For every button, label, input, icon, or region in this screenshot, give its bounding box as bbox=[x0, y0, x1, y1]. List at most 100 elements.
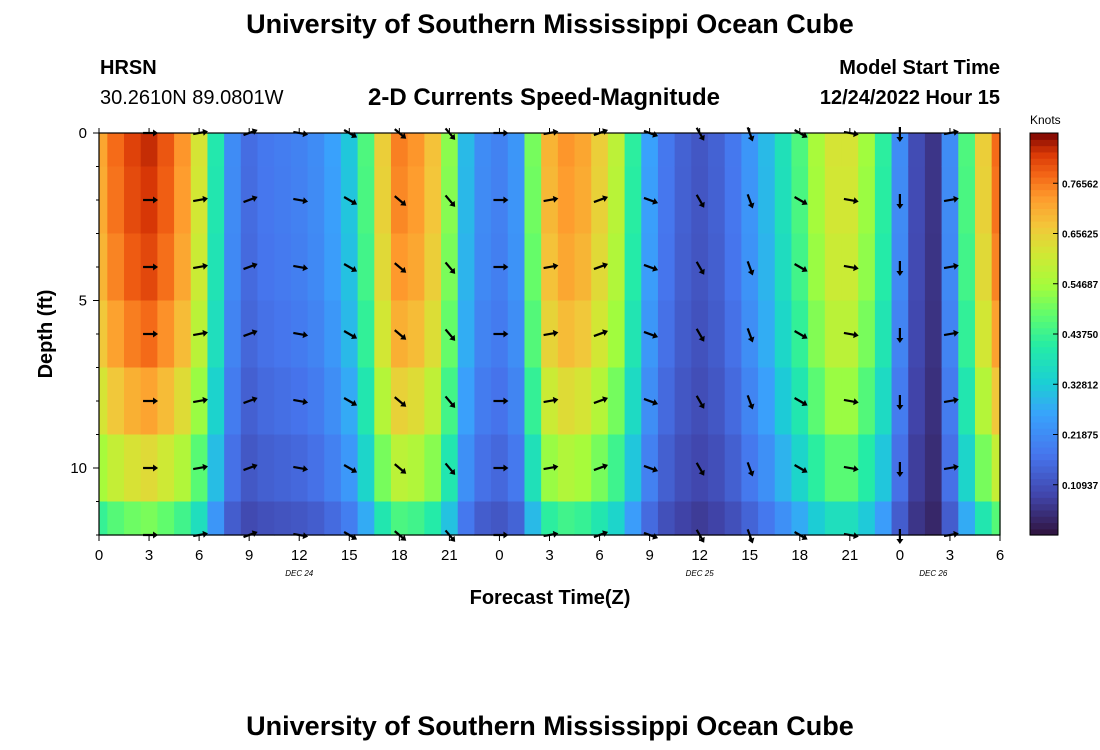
current-vector bbox=[896, 328, 904, 343]
x-tick-label: 15 bbox=[741, 547, 758, 564]
heatmap-cell bbox=[924, 367, 943, 436]
colorbar-segment bbox=[1030, 271, 1058, 279]
current-vector bbox=[843, 398, 859, 406]
current-vector bbox=[943, 329, 959, 337]
heatmap-cell bbox=[908, 367, 926, 436]
heatmap-cell bbox=[274, 501, 292, 536]
heatmap-cell bbox=[908, 434, 926, 503]
heatmap-cell bbox=[124, 233, 142, 302]
footer-title: University of Southern Mississippi Ocean… bbox=[246, 711, 854, 741]
heatmap-cell bbox=[107, 233, 125, 302]
heatmap-cell bbox=[107, 133, 125, 168]
axes: 0 3 6 9 12 15 18 21 0 3 6 9 12 15 18 21 0 3 6 DEC 24 DEC 25 D… bbox=[70, 125, 1004, 578]
heatmap-cell bbox=[541, 133, 559, 168]
heatmap-cell bbox=[708, 233, 726, 302]
heatmap-cell bbox=[374, 501, 392, 536]
heatmap-cell bbox=[207, 233, 225, 302]
current-vector bbox=[593, 463, 609, 472]
heatmap-cell bbox=[474, 300, 492, 369]
current-vector bbox=[943, 396, 959, 404]
heatmap-cell bbox=[507, 367, 526, 436]
x-tick-label: 21 bbox=[841, 547, 858, 564]
current-vector bbox=[896, 395, 904, 410]
x-tick-label: 21 bbox=[441, 547, 458, 564]
heatmap-cell bbox=[524, 133, 542, 168]
page-title: University of Southern Mississippi Ocean… bbox=[246, 9, 854, 39]
colorbar-segment bbox=[1030, 208, 1058, 216]
heatmap-cell bbox=[457, 166, 476, 235]
heatmap-cell bbox=[257, 300, 275, 369]
heatmap-cell bbox=[758, 434, 776, 503]
heatmap-cell bbox=[107, 501, 125, 536]
heatmap-cell bbox=[557, 233, 576, 302]
current-vector bbox=[193, 396, 208, 404]
x-tick-label: 3 bbox=[145, 547, 153, 564]
heatmap-cell bbox=[224, 133, 242, 168]
heatmap-cell bbox=[274, 367, 292, 436]
colorbar-segment bbox=[1030, 277, 1058, 285]
current-vector bbox=[493, 330, 509, 338]
current-vector bbox=[444, 328, 456, 341]
heatmap-cell bbox=[99, 133, 108, 168]
heatmap-cell bbox=[607, 166, 626, 235]
heatmap-cell bbox=[574, 300, 592, 369]
heatmap-cell bbox=[641, 133, 659, 168]
heatmap-cell bbox=[307, 233, 325, 302]
heatmap-cell bbox=[324, 166, 342, 235]
heatmap-cell bbox=[958, 133, 976, 168]
current-vector bbox=[695, 395, 705, 409]
current-vector bbox=[243, 262, 258, 271]
heatmap-cell bbox=[507, 434, 526, 503]
heatmap-cell bbox=[891, 501, 909, 536]
current-vector bbox=[794, 330, 808, 340]
heatmap-cell bbox=[507, 233, 526, 302]
heatmap-cell bbox=[307, 367, 325, 436]
colorbar-tick-label: 0.10937 bbox=[1062, 481, 1099, 492]
heatmap-cell bbox=[190, 501, 209, 536]
heatmap-cell bbox=[708, 300, 726, 369]
colorbar-segment bbox=[1030, 158, 1058, 166]
current-vector bbox=[193, 262, 208, 270]
heatmap-cell bbox=[774, 300, 793, 369]
heatmap-cell bbox=[774, 133, 793, 168]
model-start-value: 12/24/2022 Hour 15 bbox=[819, 87, 1000, 109]
colorbar-segment bbox=[1030, 258, 1058, 266]
heatmap-cell bbox=[991, 133, 1001, 168]
current-vector bbox=[843, 197, 859, 205]
x-tick-label: 6 bbox=[195, 547, 203, 564]
current-vector bbox=[695, 462, 705, 476]
heatmap-cell bbox=[407, 300, 425, 369]
heatmap-cell bbox=[524, 166, 542, 235]
heatmap-cell bbox=[624, 501, 642, 536]
heatmap-cell bbox=[441, 133, 459, 168]
heatmap-cell bbox=[140, 133, 158, 168]
heatmap-cell bbox=[174, 367, 192, 436]
current-vector bbox=[243, 329, 258, 338]
heatmap-cell bbox=[407, 166, 425, 235]
heatmap-cell bbox=[724, 434, 742, 503]
colorbar-segment bbox=[1030, 334, 1058, 341]
current-vector bbox=[943, 195, 959, 203]
heatmap-cell bbox=[858, 133, 876, 168]
colorbar-segment bbox=[1030, 509, 1058, 517]
heatmap-cell bbox=[574, 166, 592, 235]
x-tick-label: 12 bbox=[291, 547, 308, 564]
heatmap-cell bbox=[124, 434, 142, 503]
heatmap-cell bbox=[774, 367, 793, 436]
heatmap-cell bbox=[507, 501, 526, 536]
current-vector bbox=[643, 330, 659, 339]
heatmap-cell bbox=[908, 300, 926, 369]
colorbar-segment bbox=[1030, 321, 1058, 329]
heatmap-cell bbox=[290, 501, 309, 536]
heatmap-cell bbox=[157, 367, 175, 436]
heatmap-cell bbox=[708, 501, 726, 536]
current-vector bbox=[343, 397, 358, 407]
heatmap-cell bbox=[224, 434, 242, 503]
colorbar-segment bbox=[1030, 371, 1058, 379]
heatmap-cell bbox=[524, 233, 542, 302]
heatmap-cell bbox=[457, 434, 476, 503]
current-vector bbox=[343, 263, 358, 273]
current-vector bbox=[543, 463, 559, 471]
heatmap-cell bbox=[224, 501, 242, 536]
x-tick-label: 6 bbox=[595, 547, 603, 564]
